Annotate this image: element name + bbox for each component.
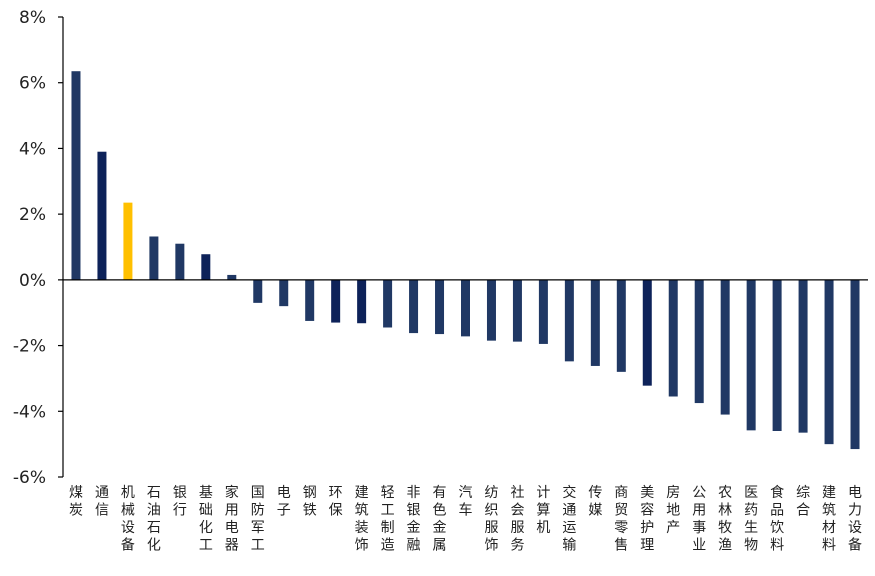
x-tick-label: 石油石化	[147, 485, 161, 554]
x-tick-label: 银行	[173, 485, 187, 519]
y-tick-label: 6%	[19, 74, 46, 94]
y-axis: 8% 6% 4% 2% 0% -2% -4% -6%	[13, 8, 64, 488]
x-tick-label: 商贸零售	[614, 485, 628, 554]
x-tick-label: 建筑装饰	[355, 485, 369, 554]
bar	[512, 279, 522, 342]
x-tick-label: 建筑材料	[822, 485, 836, 554]
bar	[97, 151, 107, 280]
x-tick-label: 汽车	[459, 485, 473, 519]
bar	[175, 243, 185, 280]
x-tick-label: 非银金融	[407, 485, 421, 554]
bar	[201, 254, 211, 280]
x-tick-label: 医药生物	[744, 485, 758, 554]
bar	[409, 279, 419, 334]
x-tick-label: 基础化工	[199, 484, 213, 554]
bar	[668, 279, 678, 397]
x-tick-label: 国防军工	[251, 485, 265, 554]
bar	[720, 279, 730, 415]
bar	[461, 279, 470, 337]
bar	[564, 279, 574, 362]
x-tick-label: 传媒	[588, 485, 602, 519]
x-tick-label: 有色金属	[433, 485, 447, 554]
bar	[357, 279, 367, 324]
y-tick-label: -4%	[13, 402, 46, 422]
bar	[694, 279, 704, 404]
bar	[253, 279, 263, 303]
x-tick-label: 环保	[329, 485, 343, 519]
bars	[71, 71, 860, 450]
x-tick-label: 纺织服饰	[484, 485, 498, 554]
bar	[435, 279, 445, 335]
x-tick-labels: 煤炭通信机械设备石油石化银行基础化工家用电器国防军工电子钢铁环保建筑装饰轻工制造…	[69, 484, 862, 554]
x-tick-label: 社会服务	[510, 485, 524, 554]
bar	[486, 279, 496, 341]
x-tick-label: 通信	[95, 485, 109, 519]
bar	[590, 279, 600, 366]
x-tick-label: 电子	[277, 485, 291, 519]
x-tick-label: 房地产	[666, 485, 680, 536]
x-tick-label: 电力设备	[848, 485, 862, 554]
y-tick-label: 4%	[19, 139, 46, 159]
y-tick-label: -6%	[13, 468, 46, 488]
x-tick-label: 计算机	[536, 485, 550, 536]
x-tick-label: 美容护理	[640, 485, 654, 554]
y-tick-label: 0%	[19, 271, 46, 291]
x-tick-label: 交通运输	[562, 484, 576, 554]
y-tick-label: -2%	[13, 337, 46, 357]
x-tick-label: 家用电器	[225, 484, 239, 554]
x-tick-label: 钢铁	[303, 485, 317, 519]
x-tick-label: 农林牧渔	[718, 485, 732, 554]
y-tick-label: 2%	[19, 205, 46, 225]
bar	[71, 71, 81, 280]
y-tick-label: 8%	[19, 8, 46, 28]
x-tick-label: 综合	[796, 485, 810, 519]
x-tick-label: 轻工制造	[381, 485, 395, 554]
bar	[538, 279, 548, 344]
bar	[850, 279, 860, 450]
bar	[279, 279, 289, 307]
bar	[798, 279, 808, 433]
bar	[227, 274, 237, 280]
bar	[746, 279, 756, 431]
bar	[123, 202, 133, 280]
bar	[824, 279, 834, 445]
x-tick-label: 煤炭	[69, 485, 83, 519]
x-tick-label: 公用事业	[692, 485, 706, 554]
bar	[642, 279, 652, 386]
bar	[616, 279, 626, 372]
bar	[331, 279, 341, 323]
x-tick-label: 机械设备	[121, 485, 135, 554]
bar	[383, 279, 393, 328]
bar	[149, 236, 159, 280]
bar	[772, 279, 782, 431]
x-tick-label: 食品饮料	[770, 484, 784, 554]
bar	[305, 279, 315, 321]
